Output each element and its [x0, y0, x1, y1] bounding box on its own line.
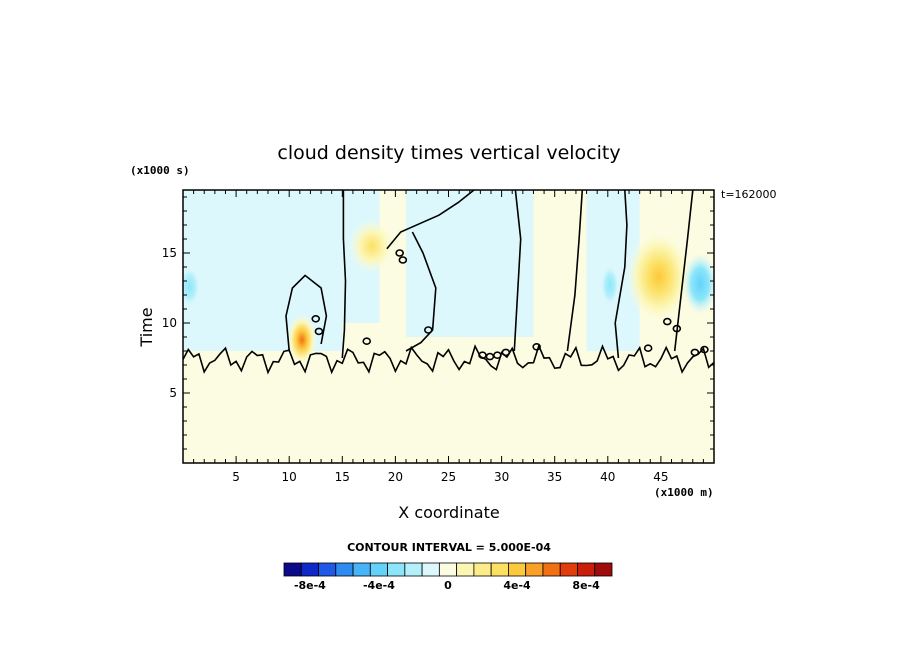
x-tick-label: 40 [600, 470, 615, 484]
colorbar-swatch-5 [369, 562, 388, 577]
field-blob-2 [626, 229, 692, 324]
contour-4 [405, 231, 437, 352]
x-tick-label: 25 [441, 470, 456, 484]
colorbar-tick-labels: -8e-4 -4e-4 0 4e-4 8e-4 [294, 579, 600, 592]
contour-loop-3 [398, 256, 408, 264]
contour-loop-10 [532, 342, 541, 351]
colorbar [283, 562, 613, 577]
x-tick-label: 15 [335, 470, 350, 484]
field-blob-0 [348, 218, 396, 274]
contour-loop-4 [395, 249, 404, 257]
time-label: t=162000 [721, 188, 777, 201]
colorbar-swatch-3 [335, 562, 354, 577]
contour-interval-label: CONTOUR INTERVAL = 5.000E-04 [347, 541, 551, 554]
contour-loop-15 [700, 345, 709, 354]
contour-loop-9 [501, 348, 511, 357]
y-tick-labels: 5 10 15 [162, 246, 177, 400]
x-tick-label: 5 [232, 470, 240, 484]
y-tick-label: 5 [169, 386, 177, 400]
contour-loop-13 [672, 324, 682, 333]
axis-ticks [183, 190, 714, 463]
colorbar-swatch-14 [525, 562, 544, 577]
contour-8 [673, 190, 694, 352]
contour-loop-2 [362, 337, 372, 346]
field-blobs [183, 218, 714, 366]
contour-loop-11 [643, 344, 653, 353]
colorbar-swatch-18 [594, 562, 613, 577]
contour-2 [285, 274, 328, 352]
field-blob-1 [287, 314, 317, 366]
colorbar-tick-label: -4e-4 [363, 579, 395, 592]
colorbar-swatch-1 [300, 562, 319, 577]
colorbar-swatch-4 [352, 562, 371, 577]
negative-patch-1 [437, 190, 502, 330]
field-blob-5 [682, 252, 714, 316]
y-tick-label: 15 [162, 246, 177, 260]
contour-3 [386, 190, 475, 250]
contour-loop-1 [314, 327, 324, 336]
contour-1 [341, 190, 347, 359]
colorbar-tick-label: 8e-4 [572, 579, 600, 592]
colorbar-swatch-15 [542, 562, 561, 577]
field-blob-3 [183, 267, 200, 307]
colorbar-swatch-11 [473, 562, 492, 577]
colorbar-swatch-16 [559, 562, 578, 577]
chart-title: cloud density times vertical velocity [277, 142, 620, 164]
colorbar-swatch-6 [387, 562, 406, 577]
colorbar-swatch-0 [283, 562, 302, 577]
contour-5 [513, 190, 522, 352]
colorbar-swatch-2 [318, 562, 337, 577]
y-tick-label: 10 [162, 316, 177, 330]
contour-loop-12 [662, 317, 672, 326]
colorbar-swatch-13 [508, 562, 527, 577]
x-units-label: (x1000 m) [654, 486, 714, 499]
colorbar-swatch-7 [404, 562, 423, 577]
x-axis-label: X coordinate [398, 503, 499, 522]
zero-contours [183, 190, 714, 375]
x-tick-label: 10 [282, 470, 297, 484]
y-axis-label: Time [137, 307, 156, 347]
x-tick-label: 35 [547, 470, 562, 484]
field-blob-4 [601, 265, 619, 305]
negative-region-0 [183, 190, 343, 351]
colorbar-tick-label: -8e-4 [294, 579, 326, 592]
plot-field [183, 190, 714, 463]
colorbar-swatch-9 [438, 562, 458, 577]
contour-loop-0 [311, 314, 321, 323]
x-tick-label: 45 [653, 470, 668, 484]
x-tick-labels: 5 10 15 20 25 30 35 40 45 [232, 470, 668, 484]
contour-6 [566, 190, 584, 352]
colorbar-swatch-10 [456, 562, 475, 577]
x-tick-label: 30 [494, 470, 509, 484]
x-tick-label: 20 [388, 470, 403, 484]
colorbar-swatch-17 [577, 562, 596, 577]
contour-loop-8 [493, 351, 502, 360]
colorbar-swatch-8 [421, 562, 440, 577]
colorbar-tick-label: 0 [444, 579, 452, 592]
y-units-label: (x1000 s) [130, 164, 190, 177]
colorbar-swatch-12 [490, 562, 509, 577]
colorbar-tick-label: 4e-4 [503, 579, 531, 592]
contour-loop-5 [424, 326, 433, 334]
contour-loop-14 [690, 348, 700, 357]
contour-base [183, 343, 714, 375]
contour-7 [614, 190, 628, 359]
